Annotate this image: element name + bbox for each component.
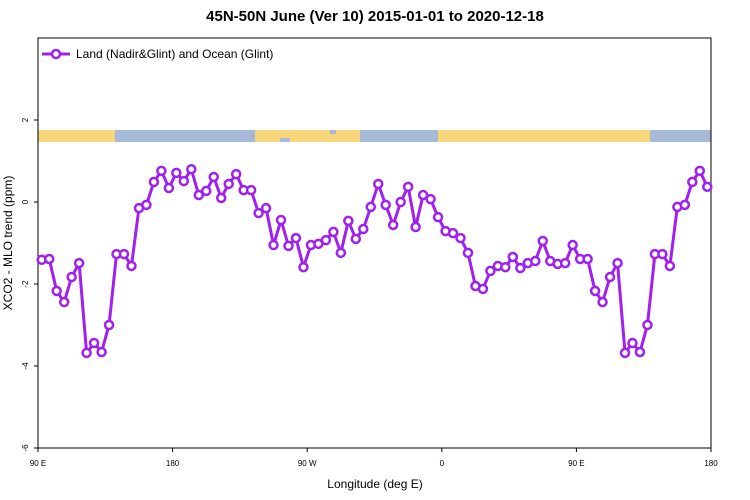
data-point	[612, 257, 623, 269]
data-point	[103, 319, 115, 331]
data-point	[193, 189, 205, 201]
data-point	[485, 265, 496, 277]
data-point	[171, 167, 182, 179]
data-point	[627, 337, 638, 349]
data-point	[215, 192, 227, 204]
data-point	[81, 347, 92, 359]
data-point	[201, 185, 212, 197]
data-point	[126, 260, 137, 272]
data-point	[410, 221, 421, 233]
data-point	[395, 196, 406, 208]
data-point	[432, 211, 444, 223]
data-point	[589, 285, 601, 297]
legend-label: Land (Nadir&Glint) and Ocean (Glint)	[76, 47, 273, 61]
data-point	[530, 255, 541, 267]
data-point	[582, 253, 593, 265]
x-tick-label: 0	[440, 459, 445, 468]
data-point	[73, 257, 85, 269]
data-point	[268, 239, 279, 251]
data-point	[619, 347, 631, 359]
x-tick-label: 90 E	[30, 459, 46, 468]
data-point	[96, 346, 107, 358]
y-tick-label: 0	[21, 199, 30, 204]
data-point	[43, 253, 55, 265]
y-tick-label: 2	[21, 117, 30, 122]
data-point	[604, 271, 616, 283]
data-point	[178, 175, 190, 187]
x-axis-label: Longitude (deg E)	[327, 477, 422, 491]
data-point	[642, 319, 653, 331]
data-point	[283, 240, 294, 252]
data-point	[559, 257, 571, 269]
data-point	[687, 176, 698, 188]
data-point	[597, 296, 608, 308]
data-point	[694, 165, 706, 177]
data-point	[380, 199, 391, 211]
data-point	[118, 248, 130, 260]
data-point	[275, 214, 287, 226]
data-point	[417, 189, 429, 201]
data-point	[298, 261, 309, 273]
data-point	[245, 184, 257, 196]
data-point	[66, 271, 77, 283]
data-point	[163, 182, 175, 194]
data-point	[253, 207, 264, 219]
data-point	[567, 239, 578, 251]
data-point	[186, 163, 197, 175]
data-point	[88, 337, 100, 349]
series-line	[41, 165, 709, 357]
data-point	[51, 285, 62, 297]
data-point	[358, 223, 369, 235]
data-point	[387, 219, 399, 231]
x-tick-label: 180	[704, 459, 718, 468]
data-point	[148, 176, 160, 188]
y-tick-label: -6	[21, 444, 30, 452]
x-tick-label: 180	[166, 459, 180, 468]
data-point	[447, 227, 459, 239]
data-point	[230, 168, 242, 180]
data-point	[320, 234, 332, 246]
data-point	[537, 235, 548, 247]
data-point	[141, 199, 152, 211]
data-point	[208, 171, 219, 183]
data-point	[335, 247, 347, 259]
y-tick-label: -2	[21, 280, 30, 288]
data-point	[365, 201, 377, 213]
data-point	[462, 247, 474, 259]
x-tick-label: 90 W	[298, 459, 317, 468]
y-tick-label: -4	[21, 362, 30, 370]
data-point	[402, 181, 414, 193]
data-point	[477, 283, 489, 295]
data-point	[679, 199, 691, 211]
x-tick-label: 90 E	[568, 459, 584, 468]
data-point	[372, 178, 384, 190]
land-ocean-strip	[38, 130, 711, 142]
data-point	[515, 262, 526, 274]
data-point	[58, 296, 70, 308]
data-point	[500, 261, 511, 273]
data-point	[657, 248, 668, 260]
data-point	[664, 260, 676, 272]
data-point	[634, 346, 646, 358]
plot-frame	[37, 37, 712, 449]
data-point	[350, 233, 362, 245]
data-point	[156, 165, 167, 177]
chart-title: 45N-50N June (Ver 10) 2015-01-01 to 2020…	[206, 8, 544, 25]
data-point	[343, 215, 354, 227]
y-axis-label: XCO2 - MLO trend (ppm)	[1, 176, 15, 311]
data-point	[260, 202, 272, 214]
data-point	[455, 232, 466, 244]
data-point	[223, 178, 234, 190]
legend: Land (Nadir&Glint) and Ocean (Glint)	[42, 47, 273, 61]
data-point	[425, 193, 436, 205]
data-point	[328, 226, 339, 238]
data-point	[507, 251, 519, 263]
data-point	[702, 181, 713, 193]
data-point	[290, 232, 302, 244]
